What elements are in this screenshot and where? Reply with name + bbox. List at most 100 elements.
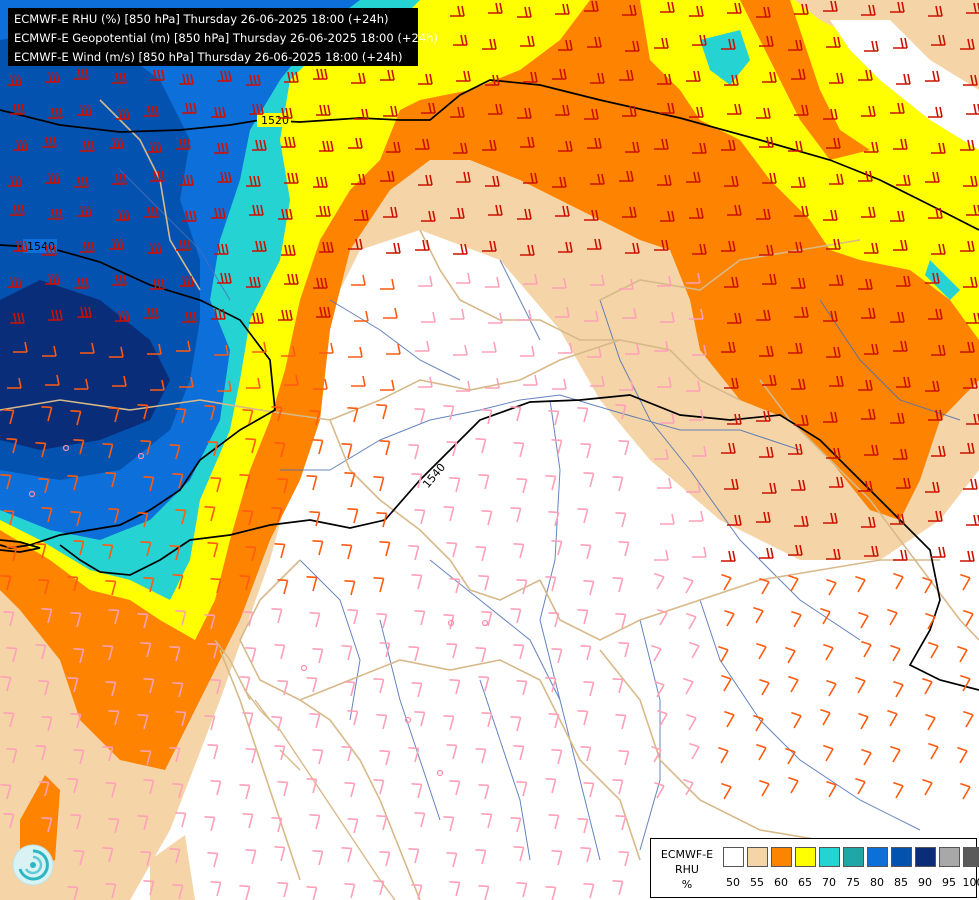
wind-barb [893, 549, 908, 561]
wind-barb [577, 818, 589, 834]
wind-barb [654, 448, 669, 460]
wind-barb [67, 677, 79, 693]
wind-barb [931, 344, 946, 356]
wind-barb [277, 579, 289, 595]
wind-barb [344, 782, 356, 798]
wind-barb [762, 374, 777, 386]
wind-barb [584, 0, 599, 12]
wind-barb [42, 136, 57, 148]
wind-barb [313, 176, 328, 188]
wind-barb [77, 306, 92, 318]
wind-barb [3, 813, 15, 829]
wind-barb [510, 507, 522, 523]
wind-barb [348, 346, 363, 358]
wind-barb [794, 104, 809, 116]
wind-barb [482, 240, 497, 252]
wind-barb [785, 646, 796, 664]
wind-barb [622, 206, 637, 218]
wind-barb [347, 710, 359, 726]
wind-barb [686, 380, 701, 392]
wind-barb [453, 142, 468, 154]
wind-barb [38, 680, 50, 696]
wind-barb [555, 306, 570, 318]
wind-barb [137, 613, 149, 629]
wind-barb [966, 413, 979, 425]
wind-barb [281, 345, 296, 357]
wind-barb [341, 443, 353, 459]
wind-barb [379, 750, 391, 766]
wind-barb [520, 35, 535, 47]
wind-barb [485, 276, 500, 288]
wind-barb [354, 310, 369, 322]
wind-barb [179, 376, 194, 388]
wind-barb [523, 71, 538, 83]
wind-barb [414, 711, 426, 727]
wind-barb [137, 815, 149, 831]
wind-barb [313, 277, 328, 289]
wind-barb [306, 778, 318, 794]
rhu-legend: ECMWF-E RHU % 50 55 60 65 70 75 80 85 90 95 100 [650, 838, 979, 898]
wind-barb [654, 239, 669, 251]
wind-barb [73, 648, 85, 664]
wind-barb [41, 716, 53, 732]
wind-barb [660, 311, 675, 323]
wind-barb [861, 105, 876, 117]
wind-barb [963, 175, 978, 187]
wind-barb [826, 346, 841, 358]
wind-barb [718, 746, 729, 764]
wind-barb [548, 612, 560, 628]
wind-barb [115, 310, 130, 322]
wind-barb [347, 407, 359, 423]
contour-label-1520: 1520 [261, 114, 289, 127]
wind-barb [446, 542, 458, 558]
wind-barb [756, 511, 771, 523]
wind-barb [347, 818, 359, 834]
wind-barb [449, 477, 461, 493]
wind-barb [309, 612, 321, 628]
wind-barb [379, 541, 391, 557]
wind-barb [80, 342, 95, 354]
wind-barb [147, 242, 162, 254]
wind-barb [858, 480, 873, 492]
wind-barb [823, 744, 834, 762]
wind-barb [246, 377, 261, 389]
wind-barb [309, 814, 321, 830]
wind-barb [108, 407, 120, 423]
wind-barb [204, 614, 216, 630]
wind-barb [890, 1, 905, 13]
wind-barb [686, 171, 701, 183]
wind-barb [963, 74, 978, 86]
wind-barb [890, 210, 905, 222]
wind-barb [408, 545, 420, 561]
wind-barb [456, 380, 471, 392]
wind-barb [102, 544, 114, 560]
wind-barb [657, 608, 668, 626]
wind-barb [791, 68, 806, 80]
wind-barb [239, 474, 251, 490]
wind-barb [271, 716, 283, 732]
wind-barb [175, 812, 187, 828]
wind-barb [443, 816, 455, 832]
wind-barb [686, 713, 697, 731]
legend-title-unit: % [681, 878, 693, 891]
wind-barb [686, 612, 697, 630]
wind-barb [654, 37, 669, 49]
wind-barb [692, 445, 707, 457]
wind-barb [485, 74, 500, 86]
wind-barb [411, 574, 423, 590]
wind-barb [376, 512, 388, 528]
wind-barb [408, 646, 420, 662]
wind-barb [13, 139, 28, 151]
wind-barb [864, 343, 879, 355]
wind-barb [896, 275, 911, 287]
wind-barb [545, 576, 557, 592]
wind-barb [583, 782, 595, 798]
wind-barb [175, 711, 187, 727]
wind-barb [242, 611, 254, 627]
wind-barb [383, 206, 398, 218]
wind-barb [791, 176, 806, 188]
wind-barb [858, 170, 873, 182]
wind-barb [756, 6, 771, 18]
wind-barb [551, 749, 563, 765]
wind-barb [73, 540, 85, 556]
